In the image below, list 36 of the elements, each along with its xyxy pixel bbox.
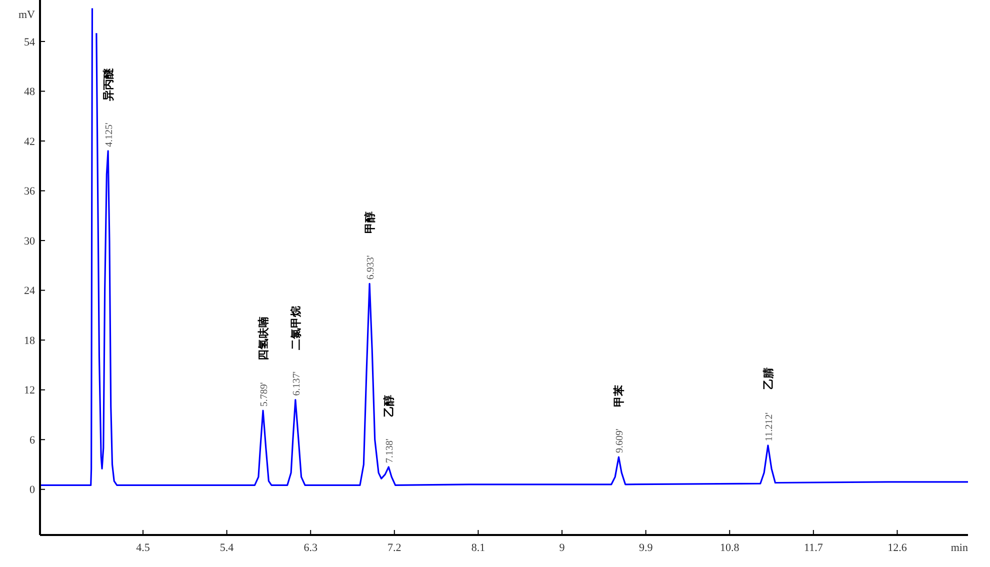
x-tick-label: 10.8 — [720, 542, 740, 554]
annotation: 5.789' — [259, 382, 270, 407]
y-tick-label: 48 — [24, 86, 36, 98]
y-tick-label: 12 — [24, 384, 35, 397]
annotation: 甲苯 — [612, 384, 626, 408]
x-tick-label: 11.7 — [804, 542, 824, 554]
annotation: 6.137' — [291, 371, 302, 396]
annotation: 7.138' — [384, 438, 396, 463]
x-tick-label: 4.5 — [136, 542, 150, 554]
annotation: 4.125' — [104, 122, 116, 147]
x-tick-label: 5.4 — [220, 542, 234, 554]
annotation: 二氯甲烷 — [289, 306, 302, 350]
y-tick-label: 54 — [24, 36, 36, 48]
annotation: 异丙醚 — [102, 66, 116, 102]
x-tick-label: 6.3 — [304, 542, 318, 554]
annotation: 四氢呋喃 — [257, 316, 270, 361]
y-tick-label: 36 — [24, 186, 36, 198]
annotation: 甲醇 — [364, 212, 377, 234]
x-tick-label: 8.1 — [471, 542, 486, 554]
y-tick-label: 18 — [24, 334, 36, 347]
y-axis-title: mV — [18, 9, 36, 21]
x-tick-label: 7.2 — [388, 542, 402, 554]
annotation: 6.933' — [366, 255, 377, 280]
x-tick-label: 9.9 — [638, 542, 654, 554]
x-tick-label: 12.6 — [888, 542, 908, 554]
y-tick-label: 6 — [30, 434, 36, 446]
x-tick-label: 9 — [559, 542, 566, 554]
x-axis-title: min — [950, 542, 968, 554]
y-tick-label: 0 — [30, 484, 36, 496]
annotation: 11.212' — [764, 412, 775, 442]
annotation: 乙醇 — [382, 394, 396, 417]
y-tick-label: 24 — [24, 285, 36, 298]
y-tick-label: 30 — [24, 235, 36, 248]
annotation: 9.609' — [614, 428, 626, 454]
annotation: 乙腈 — [762, 367, 775, 390]
y-tick-label: 42 — [24, 136, 35, 148]
